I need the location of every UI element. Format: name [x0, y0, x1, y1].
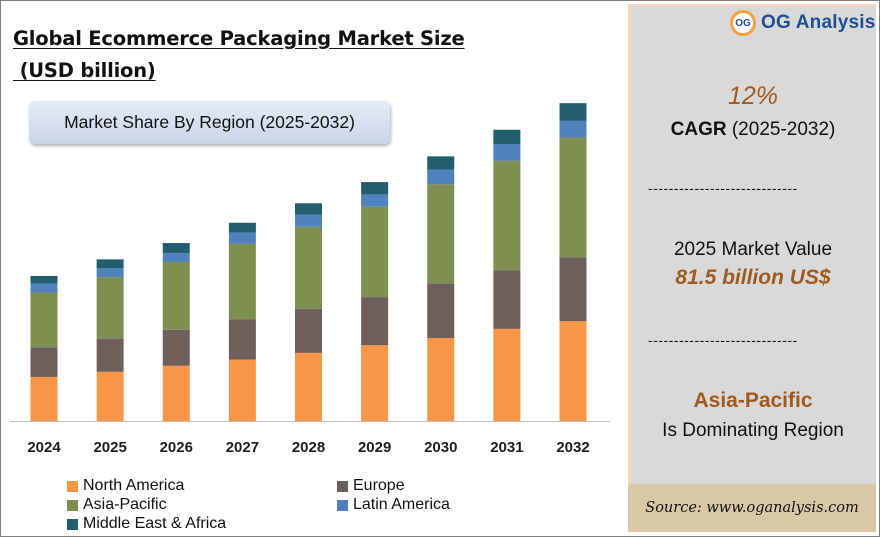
x-tick-label-2031: 2031: [490, 439, 523, 456]
bar-europe-2024: [30, 347, 58, 377]
cagr-label: CAGR (2025-2032): [630, 119, 876, 141]
legend-label-north-america: North America: [83, 477, 185, 494]
cagr-label-text: CAGR: [670, 119, 727, 140]
logo-mark-text: OG: [735, 17, 751, 29]
bar-middle-east-and-africa-2027: [228, 222, 256, 233]
bar-asia-pacific-2029: [361, 206, 389, 298]
bar-latin-america-2029: [361, 194, 389, 207]
legend-swatch-europe: [337, 480, 348, 492]
bar-middle-east-and-africa-2032: [559, 103, 587, 121]
bar-latin-america-2027: [228, 232, 256, 244]
x-tick-label-2026: 2026: [160, 439, 193, 456]
bar-latin-america-2031: [493, 144, 521, 161]
summary-panel: [628, 4, 876, 532]
dominating-label: Is Dominating Region: [662, 420, 844, 441]
bar-middle-east-and-africa-2028: [295, 203, 322, 215]
bar-north-america-2025: [96, 371, 124, 421]
bar-asia-pacific-2027: [228, 243, 256, 320]
chart-subtitle: Market Share By Region (2025-2032): [29, 101, 390, 144]
cagr-period: (2025-2032): [726, 119, 836, 140]
legend-swatch-mea: [67, 518, 78, 530]
stacked-bar-chart: 2024 2025 2026 2027 2028 2029 2030 2031 2032: [10, 103, 610, 456]
market-value: 81.5 billion US$: [675, 266, 831, 289]
legend-swatch-north-america: [67, 480, 78, 492]
x-tick-label-2027: 2027: [226, 439, 259, 456]
x-tick-label-2028: 2028: [292, 439, 325, 456]
bar-middle-east-and-africa-2031: [493, 129, 521, 145]
x-tick-label-2030: 2030: [424, 439, 457, 456]
legend-label-latin-america: Latin America: [353, 496, 450, 513]
bar-north-america-2024: [30, 376, 58, 421]
bar-asia-pacific-2024: [30, 292, 58, 348]
bar-north-america-2026: [162, 365, 190, 421]
chart-title: Global Ecommerce Packaging Market Size (…: [13, 23, 465, 87]
bar-europe-2027: [228, 319, 256, 360]
bar-north-america-2030: [427, 338, 455, 421]
bar-europe-2026: [162, 329, 190, 366]
legend-swatch-asia-pacific: [67, 499, 78, 511]
divider-1: -----------------------------: [648, 180, 798, 196]
bar-asia-pacific-2030: [427, 184, 455, 284]
x-tick-label-2032: 2032: [556, 439, 589, 456]
bar-europe-2029: [361, 297, 389, 346]
legend-item-mea: Middle East & Africa: [67, 515, 226, 533]
bar-latin-america-2032: [559, 120, 587, 138]
bar-north-america-2031: [493, 328, 521, 421]
legend-label-europe: Europe: [353, 477, 405, 494]
x-tick-label-2029: 2029: [358, 439, 391, 456]
bar-asia-pacific-2032: [559, 137, 587, 258]
bar-middle-east-and-africa-2025: [96, 259, 124, 269]
title-line-2: (USD billion): [13, 59, 156, 82]
legend-label-mea: Middle East & Africa: [83, 515, 227, 532]
source-box: Source: www.oganalysis.com: [628, 484, 876, 532]
bar-europe-2032: [559, 257, 587, 322]
bar-asia-pacific-2031: [493, 160, 521, 271]
bar-europe-2025: [96, 338, 124, 372]
legend-item-north-america: North America: [67, 477, 184, 495]
bar-latin-america-2024: [30, 283, 58, 293]
bar-middle-east-and-africa-2026: [162, 243, 190, 254]
source-text: Source: www.oganalysis.com: [645, 500, 859, 516]
bar-europe-2031: [493, 270, 521, 329]
divider-2: -----------------------------: [648, 332, 798, 348]
title-line-1: Global Ecommerce Packaging Market Size: [13, 27, 465, 50]
bar-asia-pacific-2026: [162, 261, 190, 330]
legend-label-asia-pacific: Asia-Pacific: [83, 496, 167, 513]
bar-north-america-2032: [559, 321, 587, 421]
logo-name: OG Analysis: [761, 12, 876, 33]
bar-north-america-2027: [228, 359, 256, 421]
legend-item-latin-america: Latin America: [337, 496, 450, 514]
bar-latin-america-2026: [162, 253, 190, 262]
bar-north-america-2028: [295, 352, 322, 421]
bar-asia-pacific-2025: [96, 277, 124, 339]
bar-middle-east-and-africa-2030: [427, 156, 455, 170]
bar-latin-america-2030: [427, 169, 455, 185]
legend-item-europe: Europe: [337, 477, 405, 495]
x-tick-label-2024: 2024: [27, 439, 61, 456]
bar-north-america-2029: [361, 345, 389, 421]
bar-middle-east-and-africa-2024: [30, 275, 58, 284]
bar-latin-america-2025: [96, 268, 124, 278]
bar-asia-pacific-2028: [295, 226, 322, 309]
market-value-label: 2025 Market Value: [673, 239, 833, 260]
bar-europe-2028: [295, 308, 322, 353]
chart-subtitle-text: Market Share By Region (2025-2032): [64, 112, 355, 132]
legend-item-asia-pacific: Asia-Pacific: [67, 496, 167, 514]
dominating-region: Asia-Pacific: [693, 389, 813, 412]
bar-europe-2030: [427, 283, 455, 339]
x-tick-label-2025: 2025: [93, 439, 126, 456]
logo-icon: OG: [730, 10, 756, 36]
legend-swatch-latin-america: [337, 499, 348, 511]
cagr-value: 12%: [727, 82, 779, 110]
brand-logo: OG OG Analysis: [730, 10, 875, 36]
bar-middle-east-and-africa-2029: [361, 182, 389, 195]
bar-latin-america-2028: [295, 214, 322, 227]
